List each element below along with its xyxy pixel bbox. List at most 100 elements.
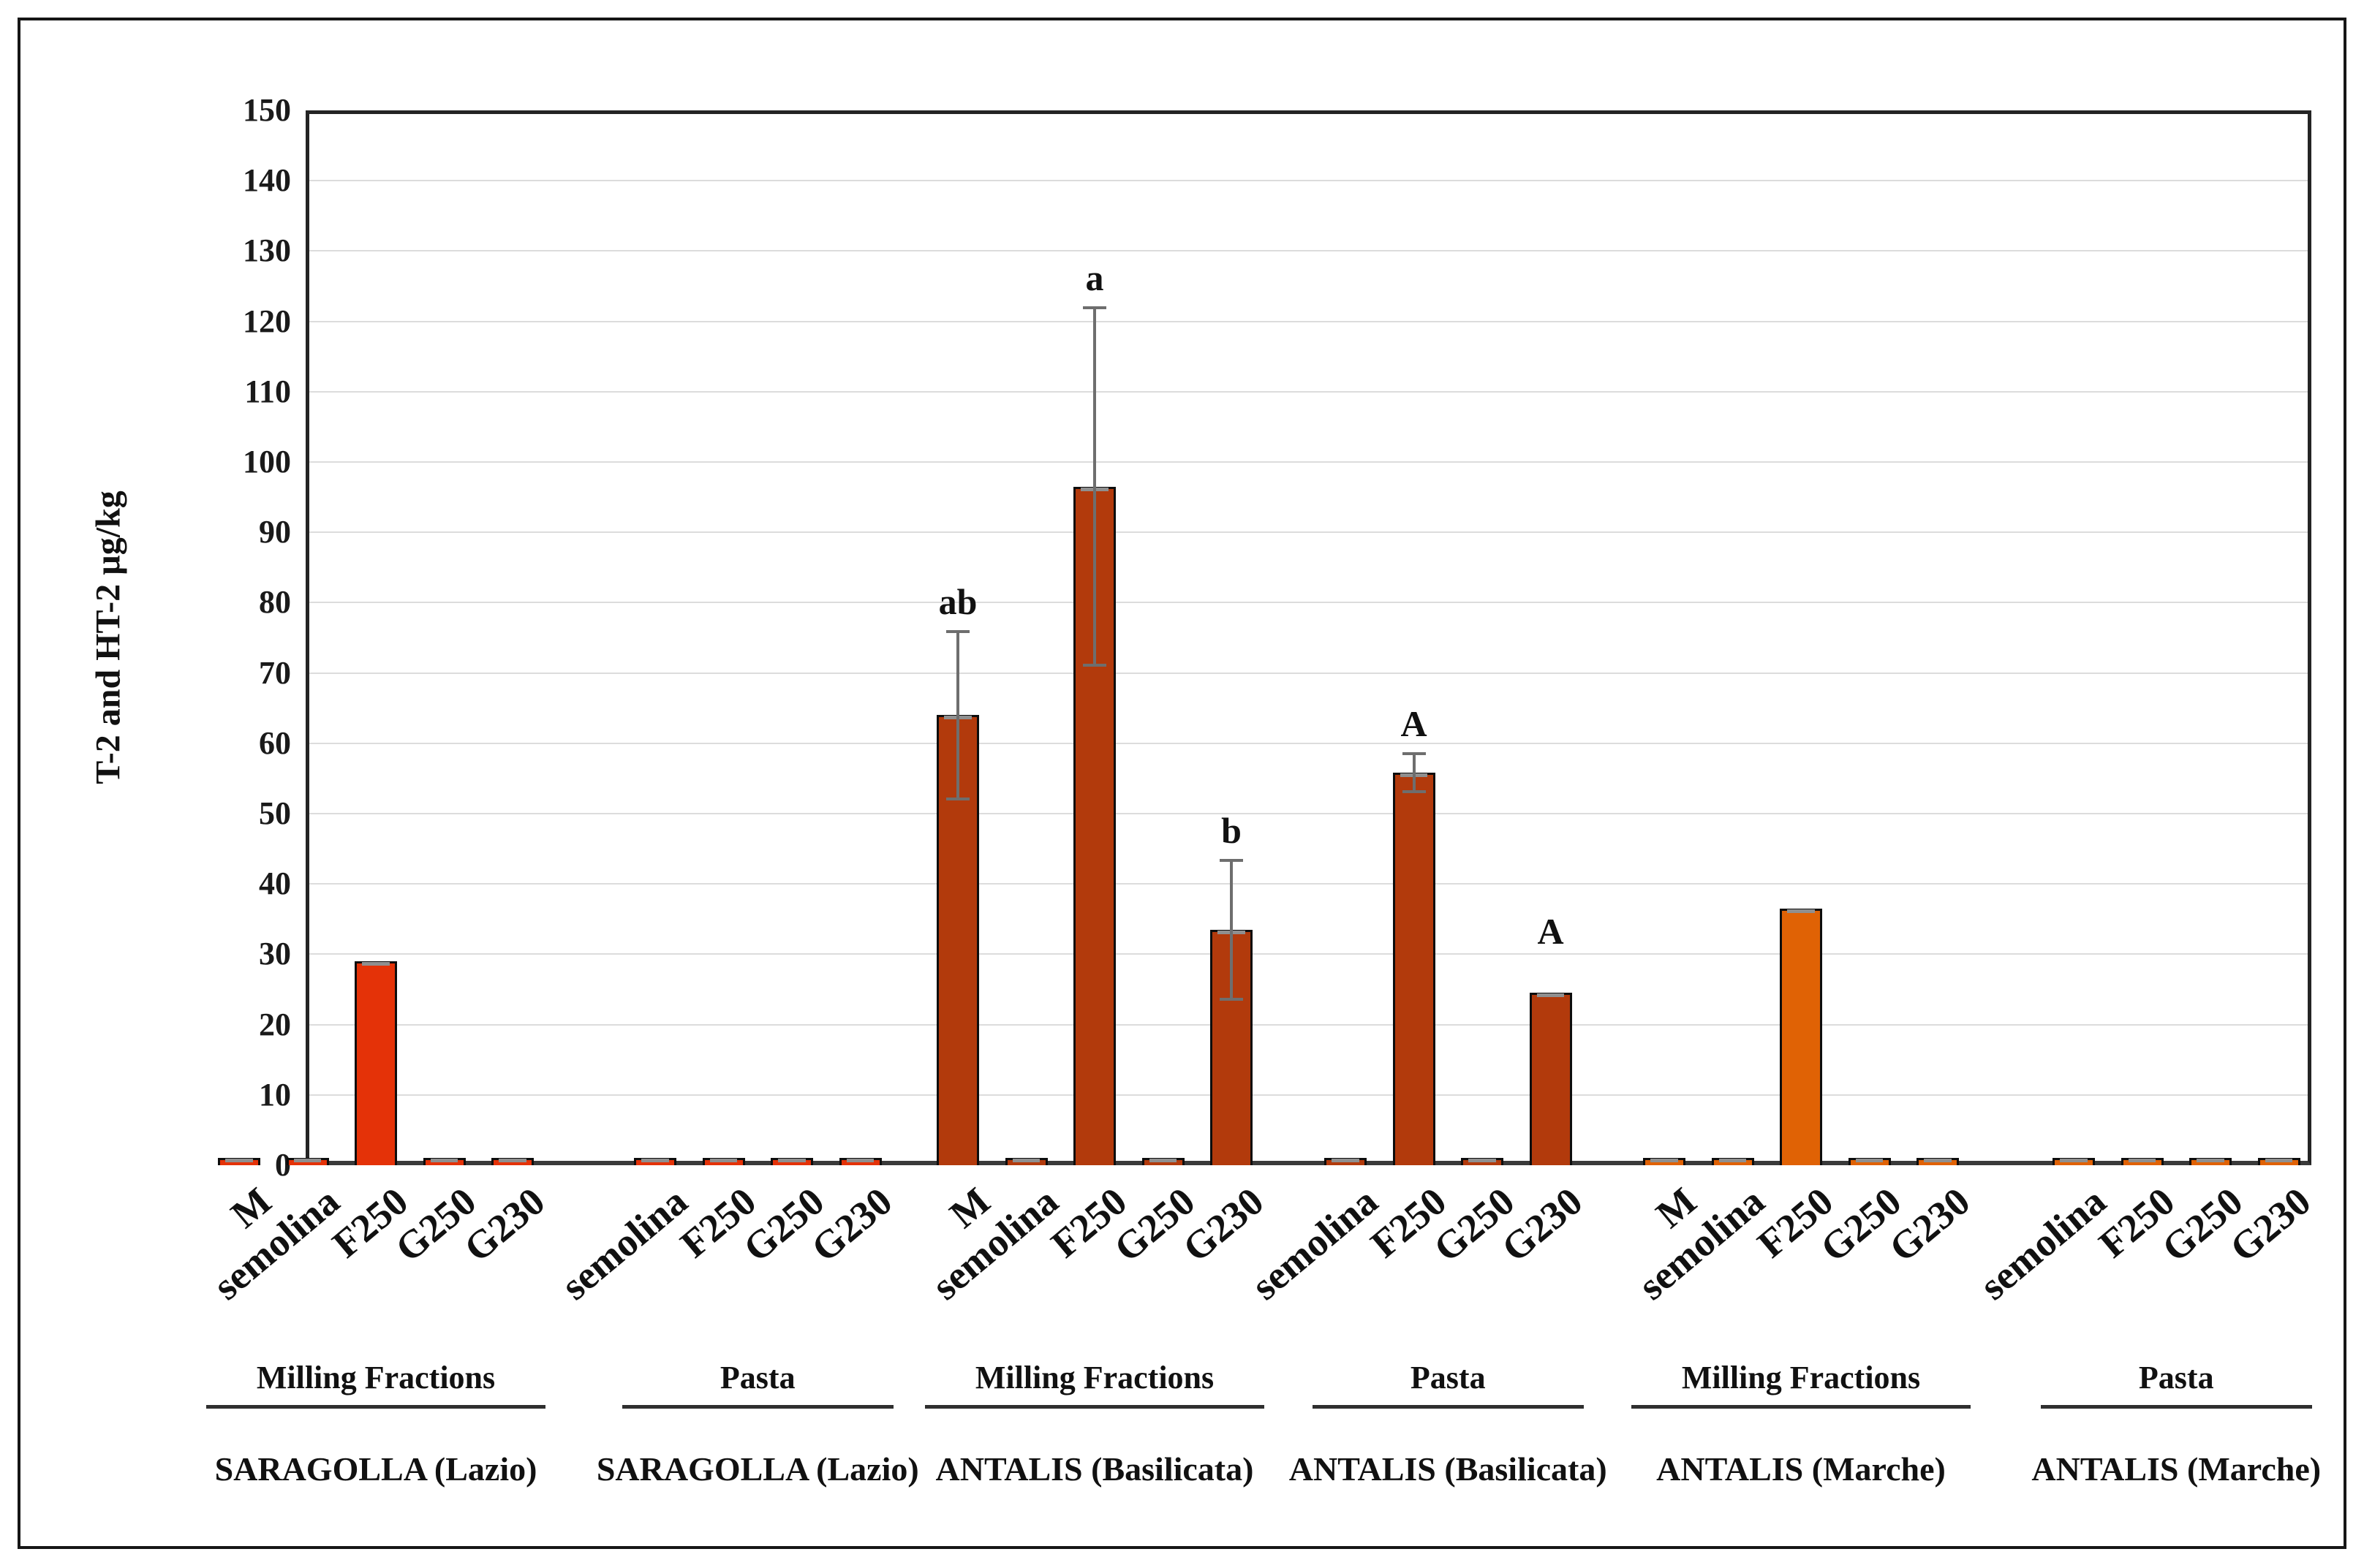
- y-axis-tick-label: 10: [259, 1076, 291, 1113]
- bar-antalis-M: [1643, 1158, 1685, 1165]
- y-axis-tick-label: 100: [243, 444, 291, 480]
- error-cap: [499, 1159, 526, 1163]
- bar-antalis-G250: [1461, 1158, 1503, 1165]
- gridline: [306, 1094, 2311, 1096]
- sample-type-underline: [1313, 1405, 1584, 1409]
- y-axis-tick-label: 50: [259, 795, 291, 831]
- error-cap: [1012, 1159, 1041, 1163]
- bar-saragolla-G250: [423, 1158, 466, 1165]
- y-axis-title: T-2 and HT-2 µg/kg: [88, 491, 128, 784]
- x-axis-tick-label: G230: [1174, 1178, 1272, 1270]
- significance-letter: a: [1085, 257, 1104, 299]
- error-whisker: [1230, 859, 1233, 1000]
- error-cap: [1149, 1159, 1177, 1163]
- y-axis-tick-label: 40: [259, 866, 291, 902]
- gridline: [306, 461, 2311, 463]
- y-axis-tick-label: 120: [243, 303, 291, 339]
- error-cap: [225, 1159, 253, 1163]
- x-axis-tick-label: G230: [2221, 1178, 2319, 1270]
- error-whisker-cap: [1402, 790, 1426, 794]
- bar-antalis-G230: [2257, 1158, 2300, 1165]
- sample-type-label: Pasta: [1410, 1360, 1486, 1395]
- gridline: [306, 1023, 2311, 1026]
- error-cap: [2128, 1159, 2156, 1163]
- y-axis-tick-label: 60: [259, 724, 291, 761]
- gridline: [306, 883, 2311, 885]
- variety-label: ANTALIS (Marche): [1656, 1450, 1946, 1488]
- x-axis-tick-label: G230: [803, 1178, 901, 1270]
- x-axis-tick-label: semolina: [553, 1178, 696, 1308]
- y-axis-tick-label: 80: [259, 584, 291, 621]
- sample-type-underline: [2041, 1405, 2312, 1409]
- bar-antalis-G230: [1529, 993, 1572, 1165]
- error-whisker-cap: [1220, 997, 1243, 1001]
- gridline: [306, 602, 2311, 604]
- significance-letter: A: [1400, 703, 1427, 745]
- error-cap: [1855, 1159, 1884, 1163]
- variety-label: SARAGOLLA (Lazio): [214, 1450, 537, 1488]
- sample-type-underline: [1631, 1405, 1971, 1409]
- error-cap: [641, 1159, 669, 1163]
- sample-type-label: Milling Fractions: [1681, 1360, 1921, 1395]
- gridline: [306, 742, 2311, 744]
- y-axis-tick-label: 0: [275, 1147, 291, 1183]
- bar-saragolla-M: [218, 1158, 260, 1165]
- x-axis-tick-label: semolina: [1243, 1178, 1386, 1308]
- error-whisker-cap: [1402, 752, 1426, 756]
- y-axis-tick-label: 150: [243, 92, 291, 128]
- error-cap: [846, 1159, 875, 1163]
- bar-antalis-G230: [1916, 1158, 1959, 1165]
- bar-saragolla-semolina: [634, 1158, 676, 1165]
- bar-antalis-F250: [2121, 1158, 2164, 1165]
- bar-antalis-F250: [1392, 773, 1435, 1165]
- variety-label: SARAGOLLA (Lazio): [596, 1450, 919, 1488]
- sample-type-label: Pasta: [2138, 1360, 2214, 1395]
- error-cap: [2265, 1159, 2293, 1163]
- bar-antalis-G250: [1848, 1158, 1891, 1165]
- gridline: [306, 953, 2311, 955]
- bar-saragolla-F250: [355, 961, 397, 1165]
- error-whisker-cap: [946, 797, 970, 800]
- error-whisker: [1093, 307, 1096, 666]
- bar-antalis-semolina: [1005, 1158, 1048, 1165]
- bar-saragolla-F250: [702, 1158, 745, 1165]
- bar-saragolla-G230: [839, 1158, 882, 1165]
- error-cap: [1787, 909, 1815, 913]
- figure-border: [18, 18, 2346, 1549]
- sample-type-label: Milling Fractions: [256, 1360, 496, 1395]
- gridline: [306, 320, 2311, 322]
- gridline: [306, 180, 2311, 182]
- error-cap: [430, 1159, 458, 1163]
- y-axis-tick-label: 30: [259, 936, 291, 972]
- sample-type-label: Milling Fractions: [975, 1360, 1215, 1395]
- plot-area-border: [306, 110, 2311, 1165]
- y-axis-tick-label: 20: [259, 1006, 291, 1042]
- y-axis-tick-label: 90: [259, 514, 291, 550]
- sample-type-underline: [622, 1405, 894, 1409]
- bar-antalis-semolina: [1711, 1158, 1754, 1165]
- y-axis-tick-label: 70: [259, 654, 291, 691]
- gridline: [306, 672, 2311, 674]
- error-cap: [778, 1159, 806, 1163]
- error-whisker-cap: [1220, 858, 1243, 862]
- sample-type-underline: [206, 1405, 545, 1409]
- error-cap: [1536, 993, 1565, 998]
- bar-antalis-semolina: [2053, 1158, 2095, 1165]
- error-cap: [2060, 1159, 2088, 1163]
- significance-letter: A: [1537, 911, 1564, 952]
- bar-antalis-semolina: [1324, 1158, 1367, 1165]
- error-whisker: [1412, 753, 1416, 793]
- error-cap: [2197, 1159, 2224, 1163]
- error-cap: [1650, 1159, 1678, 1163]
- bar-saragolla-semolina: [286, 1158, 329, 1165]
- bar-antalis-G250: [2189, 1158, 2232, 1165]
- y-axis-tick-label: 130: [243, 232, 291, 269]
- bar-saragolla-G250: [771, 1158, 813, 1165]
- y-axis-tick-label: 140: [243, 162, 291, 199]
- error-cap: [1924, 1159, 1952, 1163]
- variety-label: ANTALIS (Marche): [2031, 1450, 2322, 1488]
- error-cap: [1718, 1159, 1747, 1163]
- x-axis-tick-label: G230: [1493, 1178, 1591, 1270]
